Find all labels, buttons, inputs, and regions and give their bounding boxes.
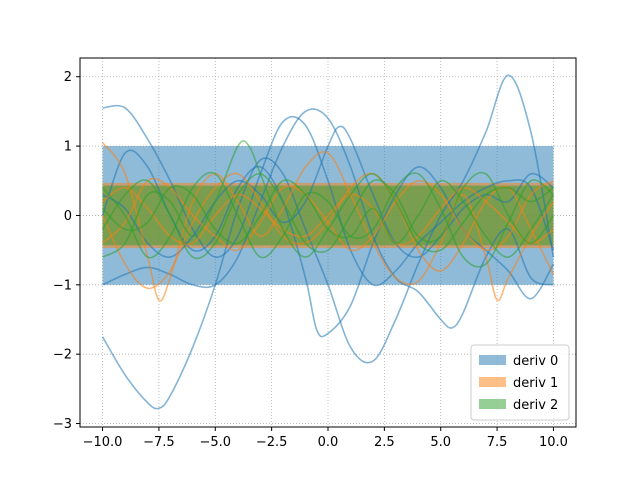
axis-ticks: −10.0 −7.5 −5.0 −2.5 0.0 2.5 5.0 7.5 10.0 −3 −2 −1 0…: [53, 70, 568, 450]
x-tick-label: 0.0: [318, 435, 339, 450]
x-tick-label: −10.0: [83, 435, 123, 450]
series-line-2: [102, 108, 554, 329]
series-line-3: [101, 149, 555, 338]
series-line-8: [102, 186, 554, 246]
legend-label-1: deriv 1: [513, 376, 558, 391]
legend-label-2: deriv 2: [513, 398, 558, 413]
series-line-5: [101, 142, 555, 302]
y-tick-label: −1: [53, 278, 72, 293]
legend-label-0: deriv 0: [513, 354, 558, 369]
x-tick-label: −5.0: [199, 435, 231, 450]
series-line-7: [102, 177, 554, 252]
x-tick-label: −7.5: [143, 435, 175, 450]
series-line-0: [101, 74, 555, 410]
series-line-11: [101, 171, 555, 260]
legend-swatch-2: [479, 399, 506, 409]
x-tick-label: 7.5: [487, 435, 508, 450]
series-line-10: [101, 171, 554, 268]
legend: deriv 0 deriv 1 deriv 2: [470, 344, 570, 421]
x-tick-label: 5.0: [430, 435, 451, 450]
y-tick-label: 0: [64, 209, 72, 224]
y-tick-label: −3: [53, 417, 72, 432]
x-tick-label: 2.5: [374, 435, 395, 450]
y-tick-label: −2: [53, 348, 72, 363]
series-lines: [101, 74, 555, 410]
y-tick-label: 1: [64, 140, 72, 155]
series-line-12: [101, 179, 555, 258]
legend-swatch-0: [479, 355, 506, 365]
x-tick-label: 10.0: [539, 435, 568, 450]
y-tick-label: 2: [64, 70, 72, 85]
series-line-1: [102, 104, 555, 287]
legend-swatch-1: [479, 377, 506, 387]
x-tick-label: −2.5: [256, 435, 288, 450]
series-line-9: [102, 140, 554, 258]
